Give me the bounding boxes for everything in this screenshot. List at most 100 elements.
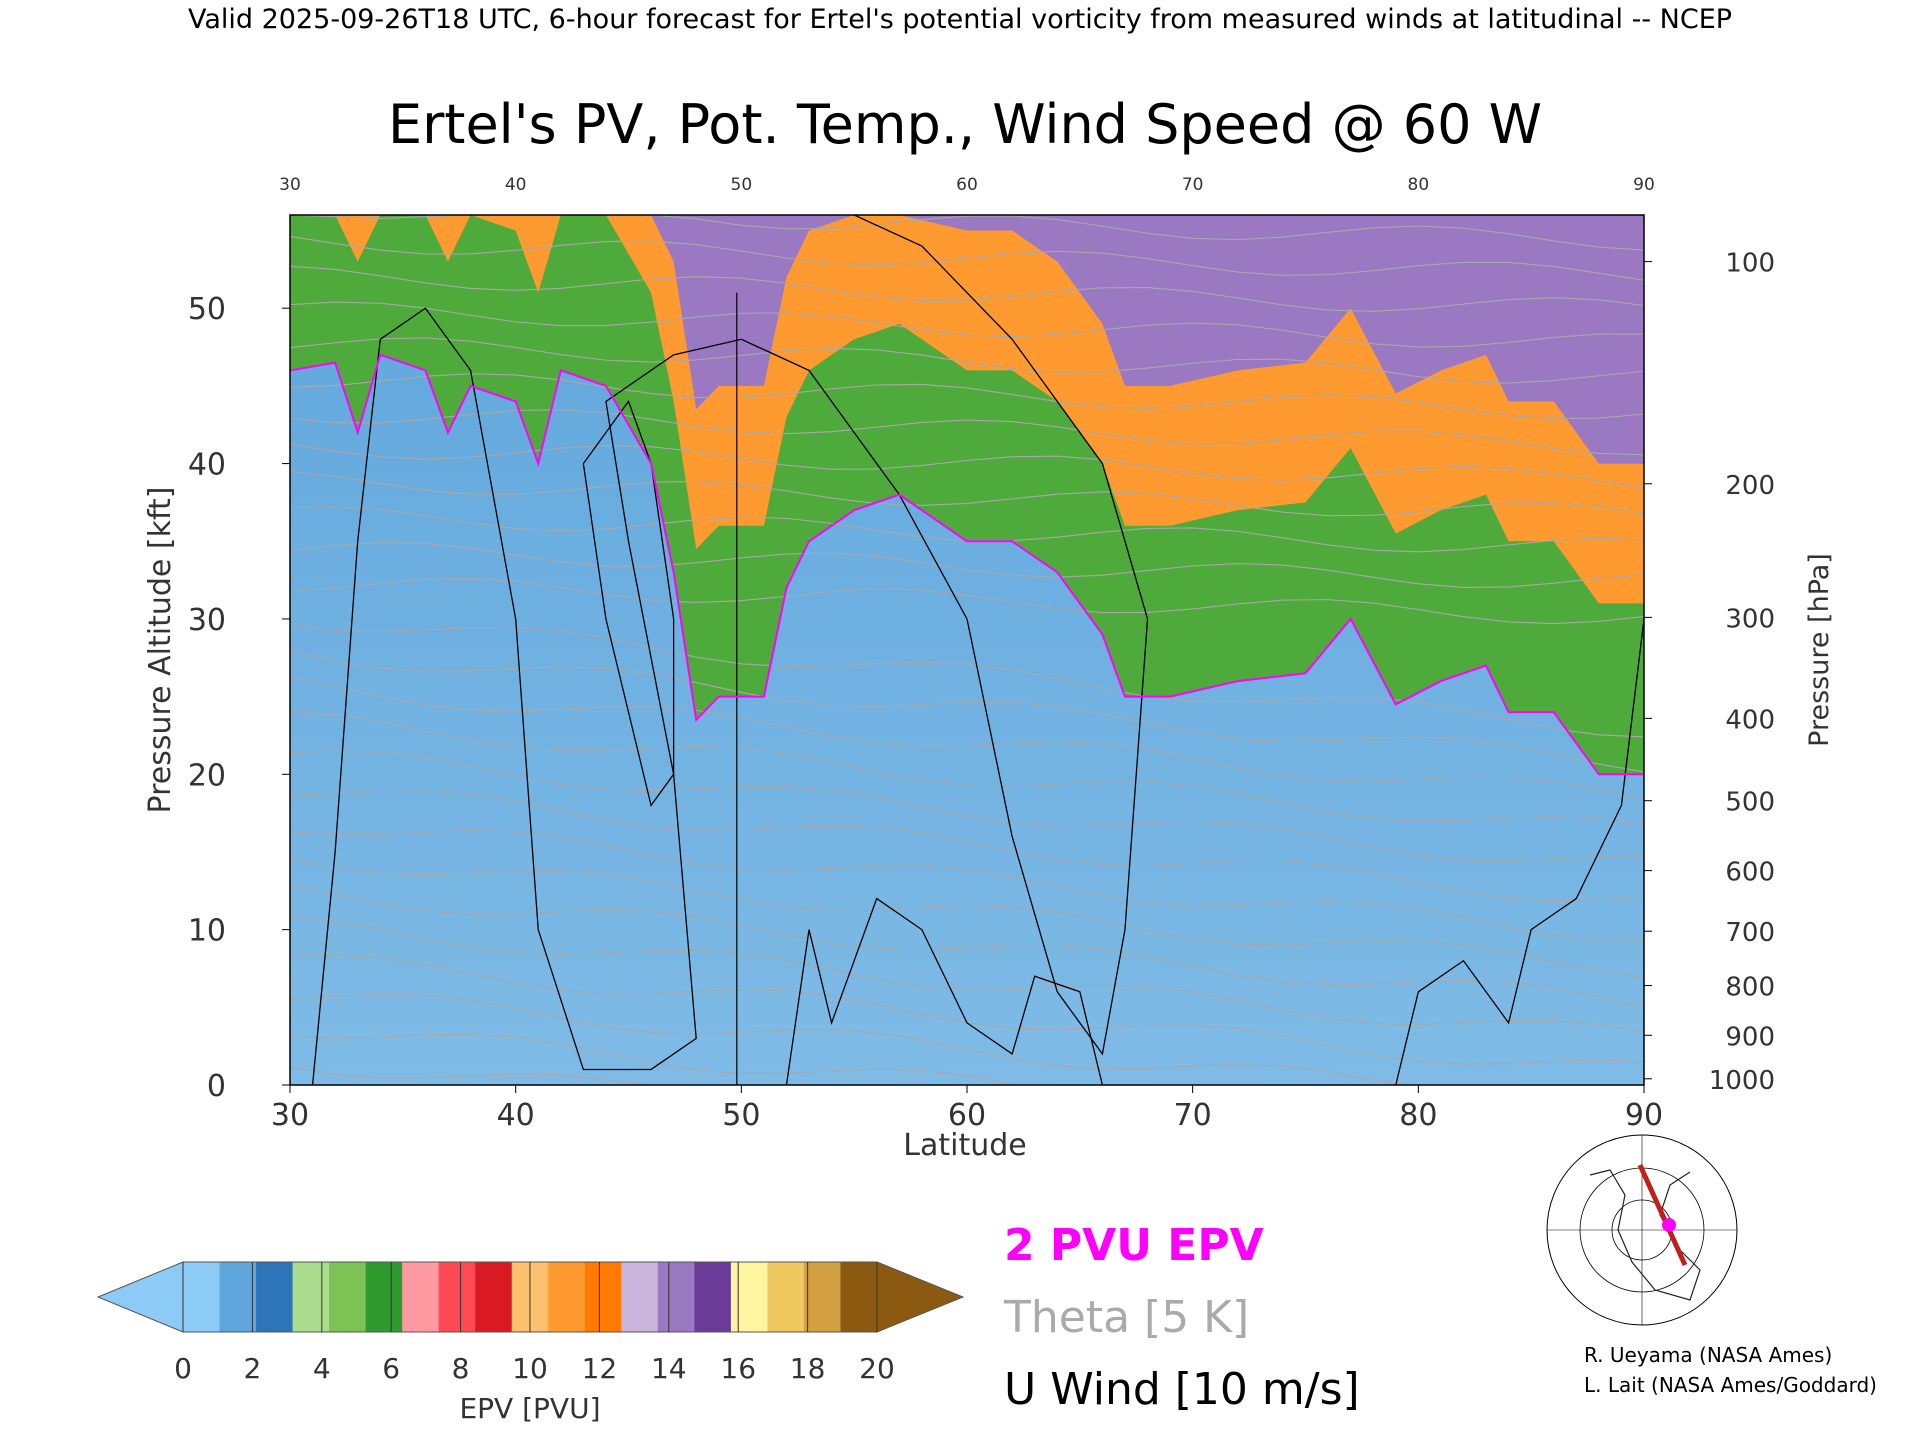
theta-contour [290, 790, 1644, 902]
y-axis-right: 100 200 300 400 500 600 700 800 900 1000 [1644, 249, 1775, 1096]
theta-contour [290, 471, 1644, 517]
y-tick-label: 40 [188, 448, 226, 483]
top-x-tick-label: 80 [1408, 175, 1430, 195]
y-axis-left-label: Pressure Altitude [kft] [143, 487, 178, 814]
colorbar-segment [840, 1262, 878, 1332]
stratosphere-purple-band [290, 215, 1644, 464]
credit-line-2: L. Lait (NASA Ames/Goddard) [1584, 1373, 1877, 1397]
colorbar-segment [438, 1262, 476, 1332]
valid-line: Valid 2025-09-26T18 UTC, 6-hour forecast… [188, 4, 1732, 35]
wind-contour [1395, 618, 1644, 1085]
colorbar-tick-label: 20 [859, 1352, 895, 1385]
theta-contour [290, 884, 1644, 1008]
theta-contour [290, 265, 1644, 312]
inset-map [1545, 1134, 1740, 1326]
theta-contour [290, 1066, 1644, 1085]
colorbar-segment [694, 1262, 732, 1332]
theta-contour [290, 1033, 1644, 1085]
chart-title: Ertel's PV, Pot. Temp., Wind Speed @ 60 … [388, 93, 1542, 156]
top-x-tick-label: 70 [1182, 175, 1204, 195]
colorbar-tick-label: 8 [452, 1352, 470, 1385]
pressure-tick-label: 200 [1725, 471, 1775, 501]
theta-contour [290, 830, 1644, 941]
pressure-tick-label: 600 [1725, 858, 1775, 888]
theta-contour [290, 373, 1644, 420]
x-axis-label: Latitude [903, 1128, 1026, 1163]
colorbar-segment [183, 1262, 221, 1332]
top-x-tick-label: 50 [731, 175, 753, 195]
colorbar-tick-label: 2 [243, 1352, 261, 1385]
colorbar-segment [621, 1262, 659, 1332]
colorbar-segment [548, 1262, 586, 1332]
colorbar-segment [475, 1262, 513, 1332]
theta-contour [290, 915, 1644, 1033]
colorbar-tick-label: 10 [512, 1352, 548, 1385]
colorbar-segment [292, 1262, 330, 1332]
pressure-tick-label: 1000 [1709, 1066, 1775, 1096]
top-x-tick-label: 90 [1633, 175, 1655, 195]
pressure-tick-label: 400 [1725, 705, 1775, 735]
theta-contour [290, 710, 1644, 826]
pv-field [290, 215, 1644, 1085]
colorbar-segment [730, 1262, 768, 1332]
legend-theta: Theta [5 K] [1003, 1292, 1249, 1343]
wind-contour [785, 897, 1104, 1085]
theta-contour [290, 858, 1644, 979]
colorbar: 0 2 4 6 8 10 12 14 16 18 20 [96, 1261, 965, 1385]
colorbar-segment [365, 1262, 403, 1332]
colorbar-low-arrow [96, 1261, 184, 1333]
x-axis: 30 40 50 60 70 80 90 [271, 1085, 1663, 1133]
theta-contour [290, 677, 1644, 800]
pressure-tick-label: 300 [1725, 604, 1775, 634]
x-tick-label: 40 [497, 1098, 535, 1133]
theta-contour [290, 993, 1644, 1085]
theta-contours [290, 215, 1644, 1085]
colorbar-tick-label: 14 [651, 1352, 687, 1385]
theta-contour [290, 651, 1644, 773]
x-tick-label: 80 [1399, 1098, 1437, 1133]
colorbar-tick-label: 0 [174, 1352, 192, 1385]
top-x-tick-label: 40 [505, 175, 527, 195]
top-x-tick-label: 30 [279, 175, 301, 195]
top-x-tick-label: 60 [956, 175, 978, 195]
colorbar-segment [584, 1262, 622, 1332]
y-tick-label: 10 [188, 914, 226, 949]
colorbar-tick-label: 12 [582, 1352, 618, 1385]
theta-contour [290, 301, 1644, 348]
y-axis-right-label: Pressure [hPa] [1804, 553, 1835, 747]
pressure-tick-label: 100 [1725, 249, 1775, 279]
legend-2pvu: 2 PVU EPV [1004, 1220, 1264, 1271]
colorbar-tick-label: 18 [790, 1352, 826, 1385]
x-tick-label: 60 [948, 1098, 986, 1133]
theta-contour [290, 409, 1644, 456]
colorbar-segment [256, 1262, 294, 1332]
colorbar-segment [767, 1262, 805, 1332]
y-tick-label: 30 [188, 603, 226, 638]
wind-contour [311, 215, 1149, 1085]
theta-contour [290, 443, 1644, 488]
top-x-axis: 30 40 50 60 70 80 90 [279, 175, 1655, 195]
theta-contour [290, 750, 1644, 862]
colorbar-segment [803, 1262, 841, 1332]
tropopause-2pvu-line [290, 353, 1644, 776]
x-tick-label: 30 [271, 1098, 309, 1133]
colorbar-segment [329, 1262, 367, 1332]
pressure-tick-label: 700 [1725, 918, 1775, 948]
y-tick-label: 20 [188, 758, 226, 793]
colorbar-tick-label: 6 [382, 1352, 400, 1385]
inset-marker [1662, 1218, 1676, 1232]
pressure-tick-label: 500 [1725, 788, 1775, 818]
inset-cross-section-line [1637, 1163, 1688, 1267]
wind-contours [311, 215, 1644, 1085]
pressure-tick-label: 900 [1725, 1022, 1775, 1052]
x-tick-label: 50 [722, 1098, 760, 1133]
y-axis-left: 0 10 20 30 40 50 [188, 292, 290, 1104]
x-tick-label: 70 [1174, 1098, 1212, 1133]
y-tick-label: 50 [188, 292, 226, 327]
colorbar-high-arrow [876, 1261, 965, 1333]
colorbar-tick-label: 4 [313, 1352, 331, 1385]
y-tick-label: 0 [207, 1069, 226, 1104]
colorbar-segment [402, 1262, 440, 1332]
colorbar-segment [219, 1262, 257, 1332]
